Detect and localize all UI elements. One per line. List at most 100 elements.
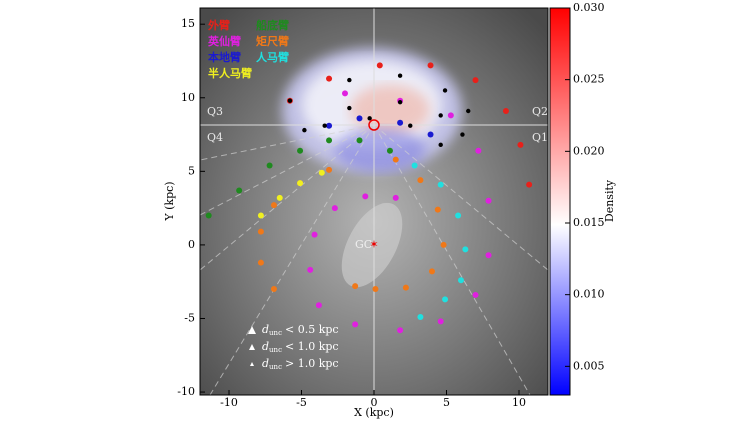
colorbar	[549, 7, 571, 396]
legend-text: d	[262, 323, 269, 336]
arm-point	[485, 252, 492, 259]
arm-point	[297, 147, 304, 154]
sightlines	[200, 124, 548, 395]
arm-point	[326, 137, 333, 144]
arm-point	[462, 246, 469, 253]
legend-text: unc	[269, 329, 282, 337]
arm-point	[442, 296, 449, 303]
arm-point	[438, 113, 443, 118]
arm-point	[326, 122, 333, 129]
legend-text: d	[262, 340, 269, 353]
arm-point	[270, 286, 277, 293]
arm-point	[411, 162, 418, 169]
arm-point	[437, 181, 444, 188]
legend-marker	[248, 326, 256, 334]
arm-point	[270, 202, 277, 209]
arm-point	[347, 105, 352, 111]
legend-text: < 0.5 kpc	[285, 323, 339, 336]
arm-point	[331, 205, 338, 212]
arm-point	[397, 73, 403, 78]
arm-point	[315, 302, 322, 309]
arm-point	[434, 206, 441, 213]
legend-entry: dunc > 1.0 kpc	[262, 357, 339, 371]
arm-point	[205, 212, 212, 219]
legend-entry: 外臂	[207, 18, 230, 32]
gc-label: GC	[355, 238, 372, 251]
arm-point	[307, 266, 314, 273]
x-tick-label: 5	[443, 396, 450, 409]
arm-point	[257, 212, 264, 219]
x-tick-label: -5	[296, 396, 307, 409]
arm-point	[276, 194, 283, 201]
colorbar-tick-label: 0.020	[573, 144, 605, 157]
arm-point	[376, 62, 383, 69]
arm-point	[417, 177, 424, 184]
legend-text: < 1.0 kpc	[285, 340, 339, 353]
legend-marker	[249, 344, 255, 350]
arm-point	[397, 99, 403, 105]
legend-entry: dunc < 1.0 kpc	[262, 340, 339, 354]
arm-point	[342, 90, 348, 97]
gc-symbol: ✶	[369, 238, 378, 251]
arm-point	[402, 284, 409, 291]
arm-point	[472, 291, 479, 298]
arm-point	[311, 231, 318, 238]
arm-point	[352, 321, 359, 328]
arm-point	[460, 132, 465, 137]
arm-point	[466, 108, 471, 114]
legend-entry: 本地臂	[208, 50, 241, 64]
colorbar-tick-label: 0.025	[573, 73, 605, 86]
x-tick-label: 0	[371, 396, 378, 409]
x-tick-label: -10	[220, 396, 238, 409]
arm-point	[475, 147, 482, 154]
arm-point	[367, 116, 372, 121]
arm-point	[266, 162, 273, 169]
arms	[205, 62, 533, 334]
y-tick-label: -10	[177, 385, 195, 398]
y-tick-label: 0	[188, 238, 195, 251]
arm-point	[326, 75, 333, 82]
arm-point	[302, 127, 307, 133]
legend-entry: 人马臂	[256, 50, 289, 64]
arm-point	[257, 259, 264, 266]
arm-point	[408, 123, 413, 128]
galactic-bar	[341, 202, 403, 288]
arm-point	[392, 156, 399, 163]
arm-point	[356, 115, 363, 122]
colorbar-tick-label: 0.015	[573, 216, 605, 229]
arm-point	[287, 98, 293, 103]
colorbar-tick-label: 0.030	[573, 1, 605, 14]
arm-point	[442, 88, 448, 93]
arm-point	[372, 286, 379, 293]
y-tick-label: 10	[181, 91, 195, 104]
arm-point	[257, 228, 264, 235]
legend-entry: 英仙臂	[207, 34, 241, 48]
arm-point	[326, 166, 333, 173]
arm-point	[397, 119, 404, 126]
arm-point	[437, 318, 444, 325]
legend-text: unc	[269, 363, 282, 371]
sun-symbol	[368, 119, 380, 131]
quadrant-label: Q3	[207, 105, 223, 118]
arm-point	[386, 147, 393, 154]
arm-point	[397, 327, 404, 334]
arm-point	[517, 141, 524, 148]
arm-point	[352, 283, 359, 290]
arm-point	[526, 181, 533, 188]
legend-text: unc	[269, 346, 282, 354]
arm-point	[447, 112, 454, 119]
colorbar-label: Density	[603, 179, 616, 222]
legend-text: > 1.0 kpc	[285, 357, 339, 370]
y-tick-label: -5	[184, 311, 195, 324]
legend-entry: dunc < 0.5 kpc	[262, 323, 339, 337]
arm-point	[429, 268, 435, 275]
arm-point	[485, 197, 492, 204]
arm-point	[440, 241, 447, 248]
arm-point	[427, 131, 434, 138]
arm-point	[356, 137, 363, 144]
colorbar-tick-label: 0.005	[573, 359, 605, 372]
arm-point	[392, 194, 399, 201]
y-tick-label: 15	[181, 17, 195, 30]
y-axis-label: Y (kpc)	[163, 181, 176, 221]
